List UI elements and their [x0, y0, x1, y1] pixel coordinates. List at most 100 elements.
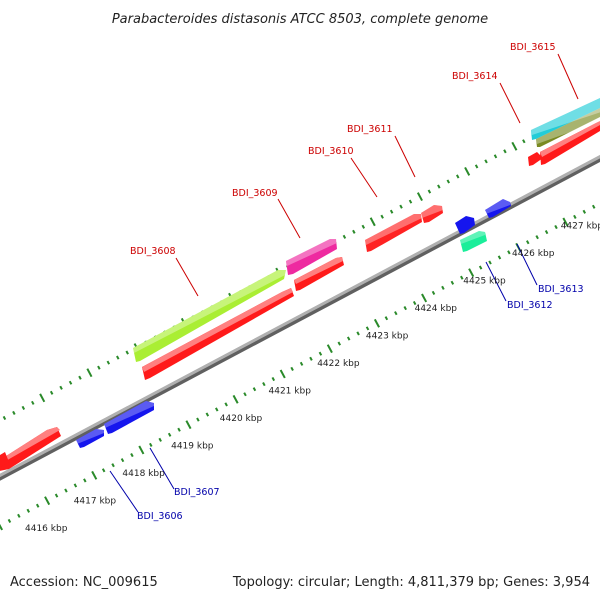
- minor-tick: [365, 326, 370, 331]
- kbp-label: 4416 kbp: [25, 524, 68, 534]
- gene-leader-line: [557, 53, 579, 100]
- gene-arrow[interactable]: [76, 429, 104, 448]
- gene-label[interactable]: BDI_3609: [232, 188, 278, 199]
- minor-tick: [205, 412, 210, 417]
- minor-tick: [437, 184, 441, 189]
- gene-label[interactable]: BDI_3607: [174, 487, 220, 498]
- gene-arrow[interactable]: [460, 231, 487, 252]
- minor-tick: [26, 508, 31, 513]
- backbone-shadow: [0, 155, 600, 481]
- minor-tick: [446, 179, 451, 184]
- gene-label[interactable]: BDI_3610: [308, 146, 354, 157]
- feature-arrow[interactable]: [294, 257, 344, 291]
- inner-ruler-ticks: [0, 204, 596, 531]
- gene-feature-bdi-3609[interactable]: BDI_3609: [232, 188, 337, 275]
- gene-label[interactable]: BDI_3606: [137, 511, 183, 522]
- labeled-reverse-genes: BDI_3606 BDI_3607 BDI_3612 BDI_3613: [76, 199, 584, 522]
- gene-label[interactable]: BDI_3613: [538, 284, 584, 295]
- gene-feature-bdi-3610[interactable]: BDI_3610: [308, 146, 422, 252]
- accession-text: Accession: NC_009615: [10, 575, 158, 590]
- minor-tick: [535, 235, 539, 240]
- minor-tick: [427, 189, 432, 194]
- gene-label[interactable]: BDI_3615: [510, 42, 556, 53]
- minor-tick: [167, 432, 172, 437]
- minor-tick: [83, 478, 87, 483]
- minor-tick: [389, 209, 394, 214]
- minor-tick: [507, 250, 511, 255]
- gene-arrow[interactable]: [536, 108, 600, 147]
- kbp-label: 4426 kbp: [512, 249, 555, 259]
- gene-feature-bdi-3608[interactable]: BDI_3608: [130, 246, 287, 362]
- gene-arrow[interactable]: [104, 401, 154, 434]
- major-tick: [421, 293, 428, 303]
- minor-tick: [116, 355, 120, 360]
- minor-tick: [12, 410, 16, 415]
- gene-arrow[interactable]: [421, 205, 443, 223]
- minor-tick: [493, 154, 498, 159]
- minor-tick: [450, 280, 455, 285]
- gene-arrow[interactable]: [485, 199, 511, 218]
- gene-feature-bdi-3606[interactable]: BDI_3606: [76, 429, 183, 522]
- feature-arrow[interactable]: [540, 121, 600, 165]
- gene-feature-bdi-3613[interactable]: BDI_3613: [485, 199, 584, 295]
- feature-arrow[interactable]: [528, 152, 543, 166]
- feature-arrow[interactable]: [0, 452, 9, 470]
- gene-arrow-highlight: [485, 199, 510, 214]
- minor-tick: [64, 488, 68, 493]
- minor-tick: [346, 336, 351, 341]
- major-tick: [373, 318, 380, 328]
- gene-feature-bdi-3615[interactable]: BDI_3615: [510, 42, 600, 140]
- gene-arrow-highlight: [365, 214, 422, 245]
- minor-tick: [380, 214, 384, 219]
- gene-arrow[interactable]: [531, 98, 600, 140]
- gene-feature-bdi-3611[interactable]: BDI_3611: [347, 124, 443, 223]
- gene-feature-bdi-3607[interactable]: BDI_3607: [104, 401, 220, 498]
- gene-arrow-highlight: [421, 205, 443, 218]
- gene-arrow-highlight: [104, 401, 154, 428]
- gene-label[interactable]: BDI_3611: [347, 124, 393, 135]
- gene-label[interactable]: BDI_3608: [130, 246, 176, 257]
- gene-arrow-highlight: [133, 270, 287, 353]
- minor-tick: [7, 518, 12, 523]
- kbp-label: 4421 kbp: [269, 387, 312, 397]
- major-tick: [468, 268, 475, 278]
- gene-arrow[interactable]: [365, 214, 422, 252]
- gene-label[interactable]: BDI_3614: [452, 71, 498, 82]
- minor-tick: [352, 229, 356, 234]
- minor-tick: [484, 159, 488, 164]
- minor-tick: [196, 417, 200, 422]
- kbp-label: 4418 kbp: [122, 469, 165, 479]
- minor-tick: [68, 380, 73, 385]
- gene-feature-bdi-3612[interactable]: BDI_3612: [460, 231, 553, 311]
- gene-feature-bdi-3614[interactable]: BDI_3614: [452, 71, 600, 147]
- feature-arrow[interactable]: [142, 288, 294, 380]
- minor-tick: [591, 204, 596, 209]
- major-tick: [464, 166, 471, 176]
- minor-tick: [455, 174, 460, 179]
- feature-arrow[interactable]: [455, 216, 475, 234]
- minor-tick: [399, 204, 403, 209]
- gene-arrow[interactable]: [133, 270, 286, 362]
- gene-arrow[interactable]: [286, 239, 337, 275]
- kbp-label: 4417 kbp: [74, 497, 117, 507]
- minor-tick: [262, 382, 266, 387]
- minor-tick: [431, 290, 436, 295]
- gene-label[interactable]: BDI_3612: [507, 300, 553, 311]
- gene-arrow-highlight: [76, 429, 104, 444]
- minor-tick: [78, 375, 82, 380]
- minor-tick: [403, 306, 407, 311]
- minor-tick: [125, 350, 129, 355]
- kbp-label: 4425 kbp: [463, 277, 506, 287]
- kbp-ruler-labels: 4416 kbp 4417 kbp 4418 kbp 4419 kbp 4420 kbp…: [25, 222, 600, 535]
- backbone-line: [0, 154, 600, 478]
- minor-tick: [35, 503, 40, 508]
- minor-tick: [59, 385, 63, 390]
- gene-leader-line: [394, 135, 416, 178]
- gene-leader-line: [149, 447, 175, 490]
- minor-tick: [224, 402, 228, 407]
- major-tick: [91, 470, 98, 480]
- minor-tick: [554, 224, 558, 230]
- kbp-label: 4420 kbp: [220, 414, 263, 424]
- feature-arrow[interactable]: [0, 427, 61, 472]
